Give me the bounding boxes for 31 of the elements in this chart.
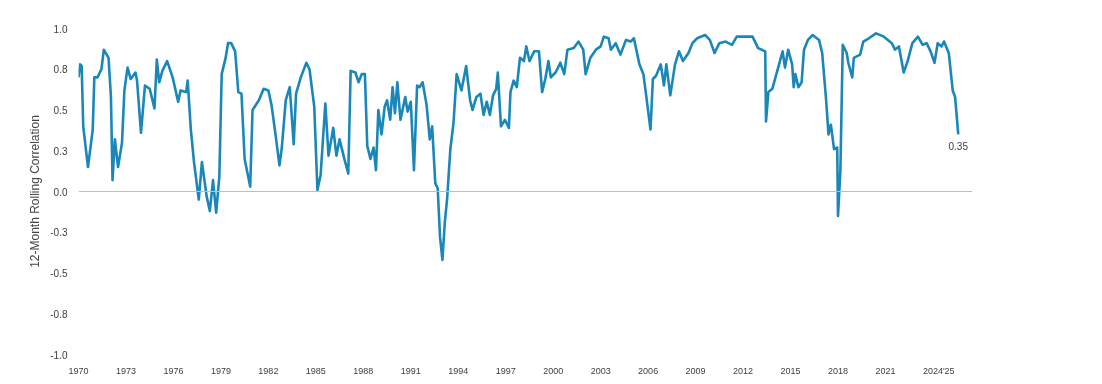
y-tick-label: 0.5 xyxy=(53,105,68,116)
x-tick-label: 2015 xyxy=(780,365,801,376)
x-tick-label: 2012 xyxy=(733,365,754,376)
x-tick-label: 1982 xyxy=(258,365,279,376)
y-tick-label: -0.5 xyxy=(50,268,68,279)
x-tick-label: 2006 xyxy=(638,365,659,376)
x-tick-label: 2024 xyxy=(922,365,943,376)
y-tick-label: -1.0 xyxy=(50,349,68,361)
y-axis-title: 12-Month Rolling Correlation xyxy=(28,115,43,268)
y-tick-label: -0.8 xyxy=(50,308,68,320)
x-tick-label: 1979 xyxy=(210,365,231,376)
x-tick-label: 1988 xyxy=(353,365,374,376)
x-tick-label: '25 xyxy=(942,365,955,376)
x-tick-label: 2018 xyxy=(827,365,849,376)
x-tick-label: 1976 xyxy=(163,365,184,376)
x-tick-label: 1994 xyxy=(448,365,469,376)
y-tick-label: 0.8 xyxy=(53,64,68,76)
x-tick-label: 2000 xyxy=(543,365,564,376)
x-tick-label: 1985 xyxy=(305,365,326,376)
x-tick-label: 1991 xyxy=(400,365,421,376)
x-tick-label: 1973 xyxy=(115,365,136,376)
x-tick-label: 2021 xyxy=(875,365,896,376)
x-tick-label: 1997 xyxy=(495,365,516,376)
y-tick-label: 1.0 xyxy=(53,23,68,35)
y-tick-label: -0.3 xyxy=(50,227,68,239)
y-tick-label: 0.0 xyxy=(53,186,68,198)
y-tick-label: 0.3 xyxy=(53,145,68,157)
annotation: 0.35 xyxy=(948,141,969,153)
x-tick-label: 1970 xyxy=(68,365,89,376)
x-tick-label: 2009 xyxy=(685,365,706,376)
x-tick-label: 2003 xyxy=(590,365,611,376)
